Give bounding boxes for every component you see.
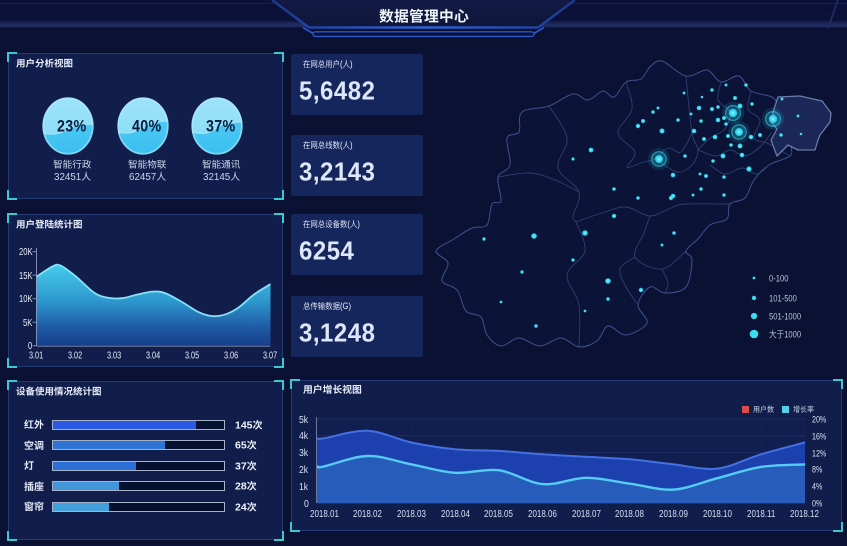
svg-text:2018.05: 2018.05 [484,508,513,519]
svg-text:12%: 12% [812,447,827,458]
svg-text:(: ( [347,218,350,229]
svg-text:3,1248: 3,1248 [299,319,375,348]
svg-text:2018.09: 2018.09 [659,508,688,519]
svg-text:): ) [349,58,352,69]
svg-text:24: 24 [235,501,247,513]
svg-text:3,2143: 3,2143 [299,158,375,187]
svg-text:3k: 3k [299,448,308,459]
svg-text:8%: 8% [812,464,823,475]
svg-text:65: 65 [235,440,247,452]
svg-text:15K: 15K [19,270,33,281]
svg-text:1k: 1k [299,481,308,492]
svg-text:3.05: 3.05 [185,350,199,362]
svg-text:2018.03: 2018.03 [397,508,426,519]
svg-text:2018.01: 2018.01 [310,508,339,519]
svg-text:4%: 4% [812,481,823,492]
svg-text:0: 0 [28,340,32,351]
svg-text:40%: 40% [132,117,162,135]
svg-text:2018.10: 2018.10 [703,508,732,519]
svg-text:0-100: 0-100 [769,273,789,284]
svg-text:101-500: 101-500 [769,293,797,304]
svg-text:5k: 5k [299,414,308,425]
svg-text:20%: 20% [812,413,827,424]
svg-text:2018.11: 2018.11 [747,508,775,519]
svg-text:0%: 0% [812,497,823,508]
svg-text:145: 145 [235,419,253,431]
svg-text:5,6482: 5,6482 [299,77,375,106]
svg-text:3.02: 3.02 [68,350,82,362]
svg-text:10K: 10K [19,293,33,304]
svg-text:23%: 23% [57,117,87,135]
svg-text:3.01: 3.01 [29,350,43,362]
svg-text:2018.07: 2018.07 [572,508,601,519]
svg-text:): ) [349,139,352,150]
svg-text:2018.12: 2018.12 [790,508,819,519]
svg-text:37: 37 [235,460,247,472]
svg-text:): ) [357,218,360,229]
svg-text:32145: 32145 [203,172,231,183]
svg-text:20K: 20K [19,246,33,257]
svg-text:37%: 37% [206,117,236,135]
svg-text:0: 0 [304,498,309,509]
svg-text:1000: 1000 [784,329,801,340]
svg-text:6254: 6254 [299,237,354,266]
svg-text:2018.04: 2018.04 [441,508,470,519]
svg-text:16%: 16% [812,430,827,441]
svg-text:32451: 32451 [54,172,81,183]
svg-text:2018.06: 2018.06 [528,508,557,519]
svg-text:501-1000: 501-1000 [769,311,801,322]
svg-text:3.06: 3.06 [224,350,238,362]
svg-text:2k: 2k [299,464,308,475]
svg-text:2018.02: 2018.02 [353,508,382,519]
svg-text:3.07: 3.07 [263,350,277,362]
svg-text:5K: 5K [23,317,32,328]
svg-text:(: ( [339,58,342,69]
svg-text:28: 28 [235,481,247,493]
svg-text:(: ( [339,139,342,150]
svg-text:62457: 62457 [129,172,156,183]
svg-text:3.04: 3.04 [146,350,160,362]
svg-text:4k: 4k [299,431,308,442]
svg-text:(G): (G) [339,300,350,311]
svg-text:2018.08: 2018.08 [615,508,644,519]
svg-text:3.03: 3.03 [107,350,121,362]
